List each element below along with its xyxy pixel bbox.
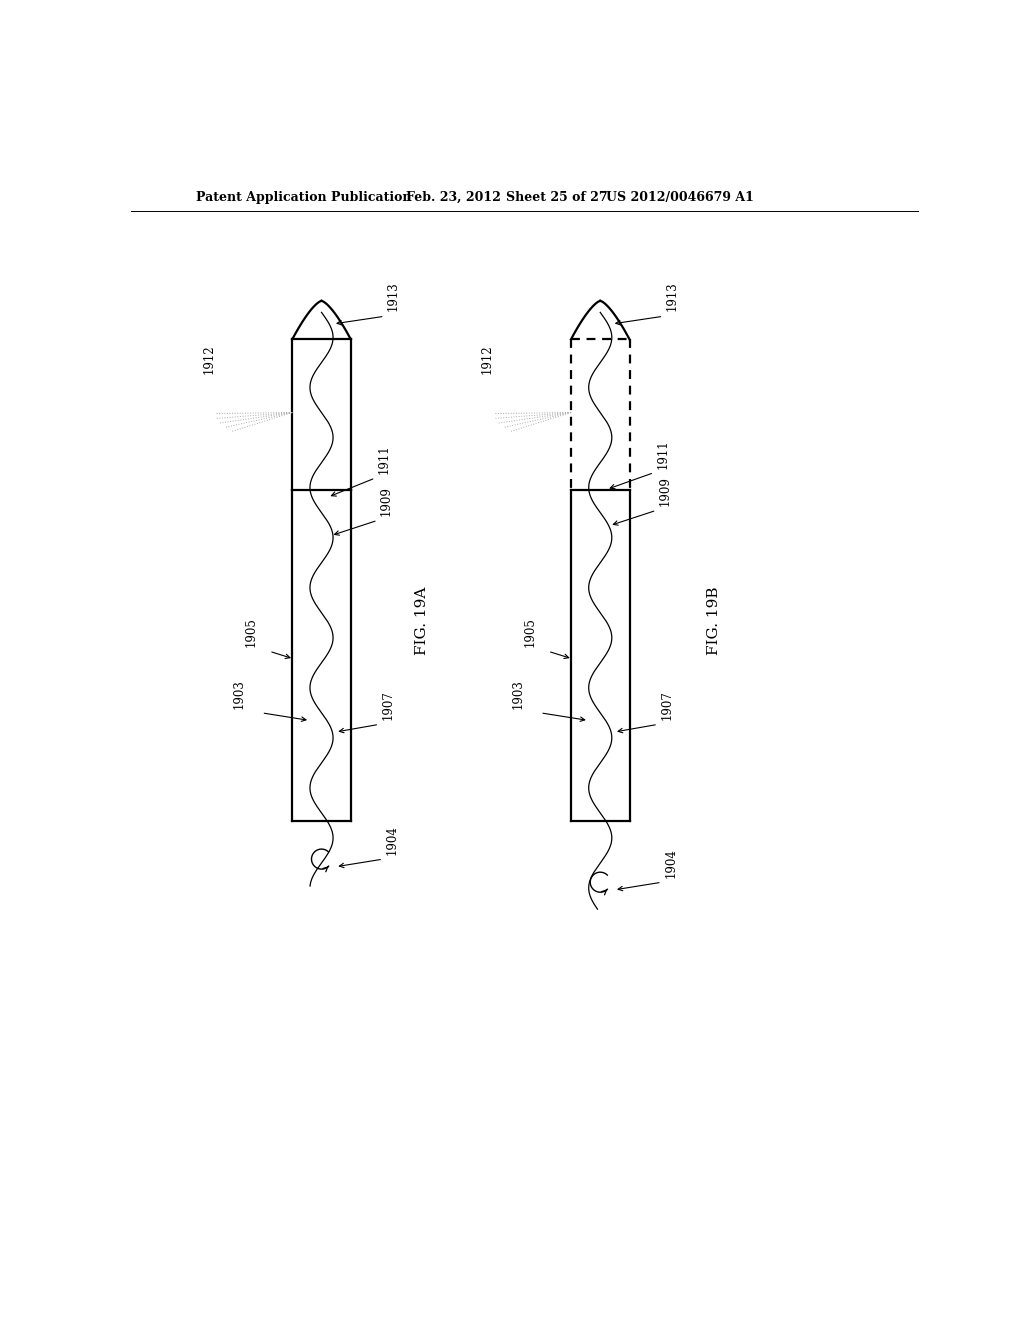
Text: 1903: 1903 — [512, 678, 524, 709]
Text: FIG. 19B: FIG. 19B — [708, 586, 721, 655]
Text: 1905: 1905 — [523, 618, 537, 647]
Text: Feb. 23, 2012: Feb. 23, 2012 — [407, 191, 501, 203]
Text: Patent Application Publication: Patent Application Publication — [196, 191, 412, 203]
Text: 1911: 1911 — [656, 440, 670, 469]
Text: 1904: 1904 — [665, 849, 677, 878]
Text: US 2012/0046679 A1: US 2012/0046679 A1 — [605, 191, 754, 203]
Text: 1905: 1905 — [245, 618, 257, 647]
Text: 1912: 1912 — [202, 345, 215, 374]
Text: 1907: 1907 — [660, 690, 674, 721]
Text: 1907: 1907 — [382, 690, 394, 721]
Text: 1903: 1903 — [233, 678, 246, 709]
Text: 1909: 1909 — [658, 477, 672, 507]
Text: FIG. 19A: FIG. 19A — [415, 586, 429, 655]
Text: 1912: 1912 — [481, 345, 494, 374]
Text: 1904: 1904 — [385, 825, 398, 855]
Text: Sheet 25 of 27: Sheet 25 of 27 — [506, 191, 607, 203]
Text: 1909: 1909 — [380, 487, 393, 516]
Text: 1913: 1913 — [666, 281, 679, 312]
Text: 1911: 1911 — [378, 445, 391, 474]
Text: 1913: 1913 — [387, 281, 400, 312]
